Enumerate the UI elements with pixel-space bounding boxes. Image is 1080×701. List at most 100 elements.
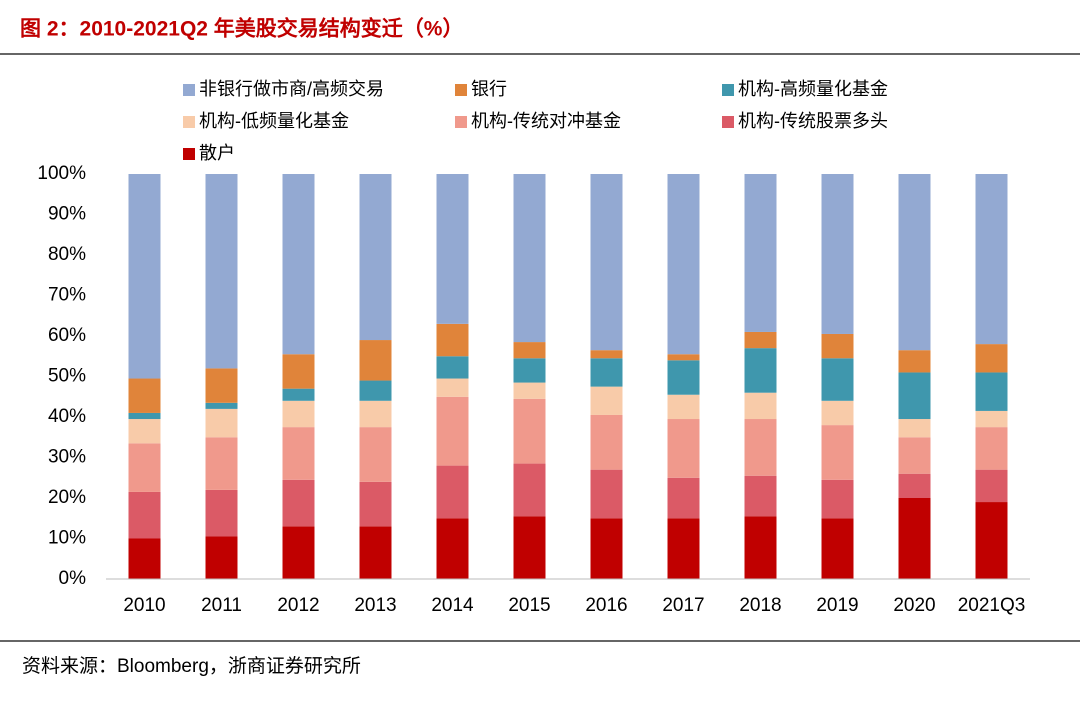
legend-label: 机构-传统对冲基金 [471,111,621,131]
legend-label: 散户 [199,143,235,163]
bar-segment [513,516,546,579]
x-tick-label: 2015 [508,595,550,616]
bar-segment [436,396,469,466]
x-tick-label: 2018 [739,595,781,616]
bar-segment [590,350,623,359]
bar-segment [590,174,623,351]
bar-segment [282,479,315,527]
bar-segment [975,427,1008,470]
bar-segment [667,360,700,395]
bar-segment [282,526,315,579]
bar-segment [744,348,777,393]
bar-segment [590,386,623,415]
legend-swatch [183,116,195,128]
x-tick-label: 2020 [893,595,935,616]
bar-segment [359,427,392,482]
legend-label: 非银行做市商/高频交易 [199,79,384,99]
y-tick-label: 90% [48,204,86,225]
y-tick-label: 80% [48,244,86,265]
bar-segment [898,498,931,579]
bar-segment [282,174,315,355]
bar-segment [436,356,469,379]
bar-segment [513,463,546,517]
bar-segment [205,174,238,369]
bar-segment [821,333,854,359]
bar-segment [513,174,546,343]
bar-segment [667,477,700,519]
x-tick-label: 2021Q3 [958,595,1026,616]
bar-segment [821,518,854,579]
x-tick-label: 2010 [123,595,165,616]
y-tick-label: 60% [48,325,86,346]
bar-segment [744,516,777,579]
bar-segment [821,479,854,519]
y-tick-label: 30% [48,447,86,468]
y-tick-label: 20% [48,487,86,508]
x-tick-label: 2016 [585,595,627,616]
bar-segment [205,368,238,403]
bar-segment [975,344,1008,373]
bar-segment [898,350,931,373]
bar-segment [513,358,546,383]
bar-segment [590,358,623,387]
bar-segment [359,481,392,527]
bar-segment [898,174,931,351]
bar-segment [128,174,161,379]
bar-segment [282,354,315,389]
x-tick-label: 2014 [431,595,474,616]
bar-segment [282,400,315,428]
x-tick-label: 2012 [277,595,319,616]
bar-segment [821,358,854,401]
bar-segment [744,419,777,476]
y-tick-label: 10% [48,528,86,549]
legend-swatch [455,84,467,96]
bar-segment [590,518,623,579]
bar-segment [205,402,238,409]
x-tick-label: 2013 [354,595,396,616]
legend-swatch [722,116,734,128]
legend-swatch [183,148,195,160]
bar-segment [282,427,315,480]
bar-segment [205,489,238,537]
bar-segment [359,400,392,428]
bar-segment [359,340,392,381]
bar-segment [513,342,546,359]
legend-swatch [183,84,195,96]
bar-segment [667,394,700,420]
bar-segment [821,174,854,334]
bar-segment [975,410,1008,428]
bar-segment [205,437,238,490]
bar-segment [744,331,777,349]
bar-segment [667,354,700,361]
bar-segment [282,388,315,401]
bar-segment [205,408,238,438]
bar-segment [359,380,392,401]
bar-segment [898,419,931,438]
y-tick-label: 50% [48,366,86,387]
bar-segment [975,174,1008,345]
y-tick-label: 0% [59,568,87,589]
bar-segment [436,378,469,397]
bar-segment [128,491,161,539]
legend-label: 银行 [471,79,507,99]
legend-swatch [722,84,734,96]
source-note: 资料来源：Bloomberg，浙商证券研究所 [22,655,361,677]
bar-segment [128,412,161,420]
bar-segment [975,372,1008,411]
bar-segment [821,400,854,426]
bar-segment [359,174,392,341]
bar-segment [898,473,931,498]
bar-segment [359,526,392,579]
bar-segment [590,414,623,470]
bar-segment [436,323,469,357]
legend-label: 机构-传统股票多头 [738,111,888,131]
bar-segment [744,174,777,332]
bar-segment [513,398,546,464]
bar-segment [667,419,700,478]
legend-swatch [455,116,467,128]
bar-segment [436,518,469,579]
legend-label: 机构-高频量化基金 [738,79,888,99]
y-tick-label: 100% [37,163,86,184]
bar-segment [128,419,161,444]
